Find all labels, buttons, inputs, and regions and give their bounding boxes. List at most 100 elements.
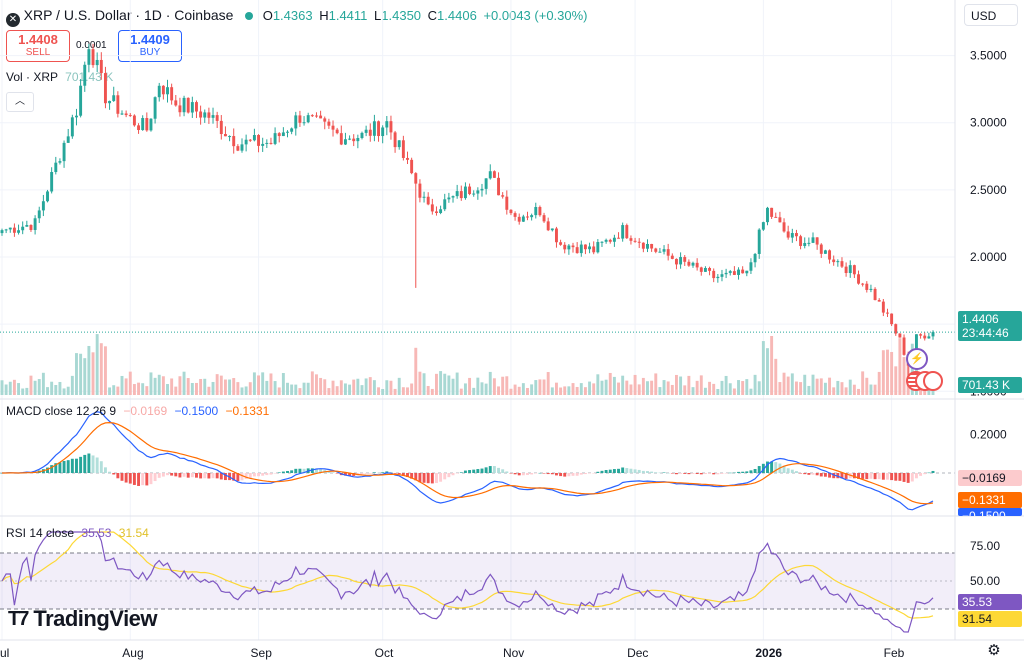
candle-body xyxy=(741,269,745,274)
volume-bar xyxy=(108,387,112,395)
volume-bar xyxy=(306,382,310,395)
symbol-title[interactable]: XRP / U.S. Dollar · 1D · Coinbase xyxy=(23,7,234,23)
macd-histogram-bar xyxy=(546,473,550,475)
candle-body xyxy=(277,133,281,137)
volume-bar xyxy=(62,388,66,395)
macd-histogram-bar xyxy=(199,473,203,479)
candle-body xyxy=(637,241,641,243)
candle-body xyxy=(75,115,78,118)
rsi-tag: 35.53 xyxy=(958,594,1022,610)
candle-body xyxy=(4,229,8,231)
candle-body xyxy=(178,105,182,113)
candle-body xyxy=(343,139,347,145)
candle-body xyxy=(894,324,898,334)
volume-bar xyxy=(724,375,728,395)
economic-events-icon[interactable] xyxy=(906,371,943,391)
macd-histogram-bar xyxy=(343,473,347,476)
macd-histogram-bar xyxy=(550,473,554,475)
tradingview-logo[interactable]: T7 TradingView xyxy=(8,606,158,631)
candle-body xyxy=(468,186,472,195)
candle-body xyxy=(931,332,935,337)
macd-histogram-bar xyxy=(426,473,430,484)
macd-histogram-bar xyxy=(410,473,414,479)
macd-histogram-bar xyxy=(95,457,99,473)
volume-bar xyxy=(745,379,749,395)
macd-histogram-bar xyxy=(604,470,608,473)
candle-body xyxy=(737,269,740,275)
volume-bar xyxy=(410,383,414,395)
volume-bar xyxy=(447,375,451,395)
volume-bar xyxy=(497,386,500,395)
volume-bar xyxy=(757,381,761,395)
candle-body xyxy=(335,129,339,134)
macd-histogram-bar xyxy=(265,473,269,476)
volume-bar xyxy=(575,386,579,395)
rsi-label: RSI 14 close xyxy=(6,526,75,540)
candle-body xyxy=(190,102,194,113)
volume-bar xyxy=(112,385,116,395)
volume-bar xyxy=(435,373,438,395)
candle-body xyxy=(919,334,923,336)
volume-bar xyxy=(327,388,331,395)
macd-histogram-bar xyxy=(658,472,662,474)
volume-bar xyxy=(803,374,807,395)
candle-body xyxy=(778,217,782,223)
macd-histogram-bar xyxy=(542,473,546,474)
settings-gear-icon[interactable]: ⚙ xyxy=(987,642,1001,659)
candle-body xyxy=(385,121,389,128)
macd-label: MACD close 12 26 9 xyxy=(6,404,117,418)
volume-bar xyxy=(670,384,674,395)
volume-bars xyxy=(0,334,935,395)
macd-histogram-bar xyxy=(112,473,116,475)
candle-body xyxy=(319,115,323,119)
volume-bar xyxy=(219,375,223,395)
volume-bar xyxy=(70,375,74,395)
currency-select[interactable]: USD xyxy=(964,4,1018,26)
macd-histogram-bar xyxy=(650,471,654,473)
candle-body xyxy=(766,207,769,223)
candle-body xyxy=(219,120,223,135)
volume-bar xyxy=(873,384,877,395)
volume-bar xyxy=(790,373,794,395)
candle-body xyxy=(625,225,629,239)
macd-histogram-bar xyxy=(902,473,906,482)
candle-body xyxy=(207,112,211,118)
volume-bar xyxy=(625,380,629,395)
volume-bar xyxy=(120,375,124,395)
candle-body xyxy=(799,236,803,246)
volume-bar xyxy=(794,381,798,395)
macd-histogram-bar xyxy=(157,473,161,478)
volume-bar xyxy=(770,336,774,395)
macd-histogram-bar xyxy=(281,471,285,473)
buy-button[interactable]: 1.4409 BUY xyxy=(118,30,182,62)
candle-body xyxy=(33,218,37,230)
price-tick-label: 3.0000 xyxy=(970,116,1007,130)
time-axis[interactable]: Jul Aug Sep Oct Nov Dec 2026 Feb xyxy=(0,646,905,660)
volume-bar xyxy=(844,387,848,395)
spread-value: 0.0001 xyxy=(76,40,107,51)
volume-bar xyxy=(203,378,207,395)
candle-body xyxy=(902,337,906,355)
candle-body xyxy=(141,118,145,131)
volume-bar xyxy=(157,374,161,395)
candle-body xyxy=(898,333,902,338)
volume-bar xyxy=(695,380,699,395)
volume-bar xyxy=(389,380,393,395)
volume-bar xyxy=(17,383,21,395)
candle-body xyxy=(745,270,749,274)
candle-body xyxy=(803,243,807,246)
flash-event-icon[interactable]: ⚡ xyxy=(906,348,928,370)
macd-histogram-bar xyxy=(629,468,633,473)
candle-body xyxy=(724,272,728,275)
macd-histogram-bar xyxy=(654,472,658,473)
collapse-legend-button[interactable]: ︿ xyxy=(6,92,34,112)
volume-bar xyxy=(12,379,16,395)
candle-body xyxy=(575,247,579,254)
price-axis[interactable]: 3.50003.00002.50002.00001.50001.00000.20… xyxy=(970,49,1007,588)
sell-button[interactable]: 1.4408 SELL xyxy=(6,30,70,62)
macd-histogram-bar xyxy=(600,470,604,473)
volume-bar xyxy=(517,386,521,395)
candle-body xyxy=(430,204,434,212)
candle-body xyxy=(538,207,542,216)
